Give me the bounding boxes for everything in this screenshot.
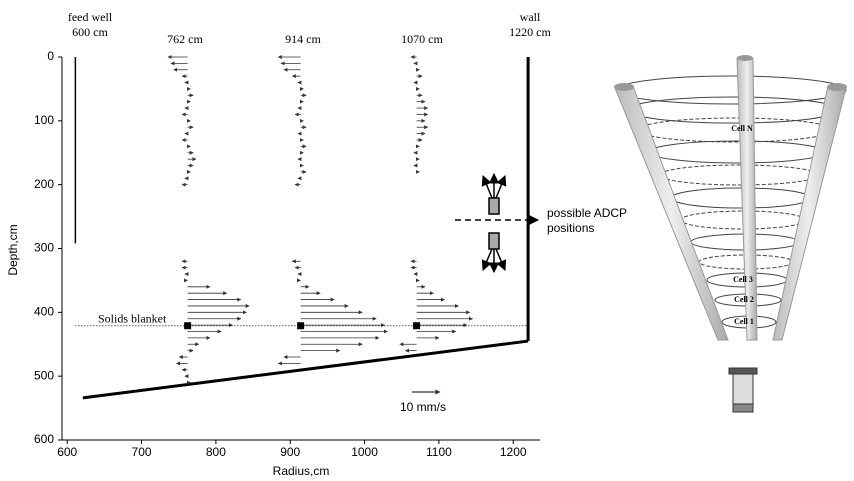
chart: feed well 600 cm 762 cm 914 cm 1070 cm w… — [6, 10, 627, 478]
top-label: 1220 cm — [509, 25, 551, 39]
top-label: 1070 cm — [401, 32, 443, 46]
floor — [82, 339, 529, 400]
top-label: feed well — [68, 10, 113, 24]
cell-label: Cell 2 — [734, 295, 754, 304]
cell-label: Cell 3 — [733, 275, 753, 284]
y-tick-label: 400 — [34, 305, 54, 319]
y-tick-label: 300 — [34, 241, 54, 255]
top-label: 600 cm — [72, 25, 108, 39]
cell-label: Cell N — [731, 124, 753, 133]
y-tick-label: 100 — [34, 113, 54, 127]
x-tick-label: 600 — [57, 445, 77, 459]
blanket-marker — [413, 322, 421, 330]
top-label: wall — [520, 10, 541, 24]
x-tick-label: 1100 — [426, 445, 452, 459]
y-tick-label: 200 — [34, 177, 54, 191]
adcp-label: possible ADCP — [547, 206, 627, 220]
x-axis-label: Radius,cm — [273, 464, 330, 478]
top-label: 762 cm — [167, 32, 203, 46]
key-label: 10 mm/s — [400, 400, 446, 414]
y-axis-label: Depth,cm — [6, 224, 20, 275]
cone-diagram: Cell N Cell 3 Cell 2 Cell 1 — [614, 55, 847, 413]
adcp-icon — [481, 172, 507, 274]
adcp-device — [728, 367, 758, 413]
top-label: 914 cm — [285, 32, 321, 46]
x-tick-label: 700 — [132, 445, 152, 459]
adcp-label: positions — [547, 221, 594, 235]
x-tick-label: 800 — [206, 445, 226, 459]
y-tick-label: 500 — [34, 368, 54, 382]
x-tick-label: 1000 — [351, 445, 378, 459]
x-tick-label: 900 — [280, 445, 300, 459]
blanket-marker — [297, 322, 305, 330]
blanket-marker — [184, 322, 192, 330]
y-tick-label: 0 — [47, 49, 54, 63]
y-tick-label: 600 — [34, 432, 54, 446]
cell-label: Cell 1 — [734, 317, 754, 326]
x-tick-label: 1200 — [500, 445, 527, 459]
blanket-label: Solids blanket — [98, 311, 167, 325]
